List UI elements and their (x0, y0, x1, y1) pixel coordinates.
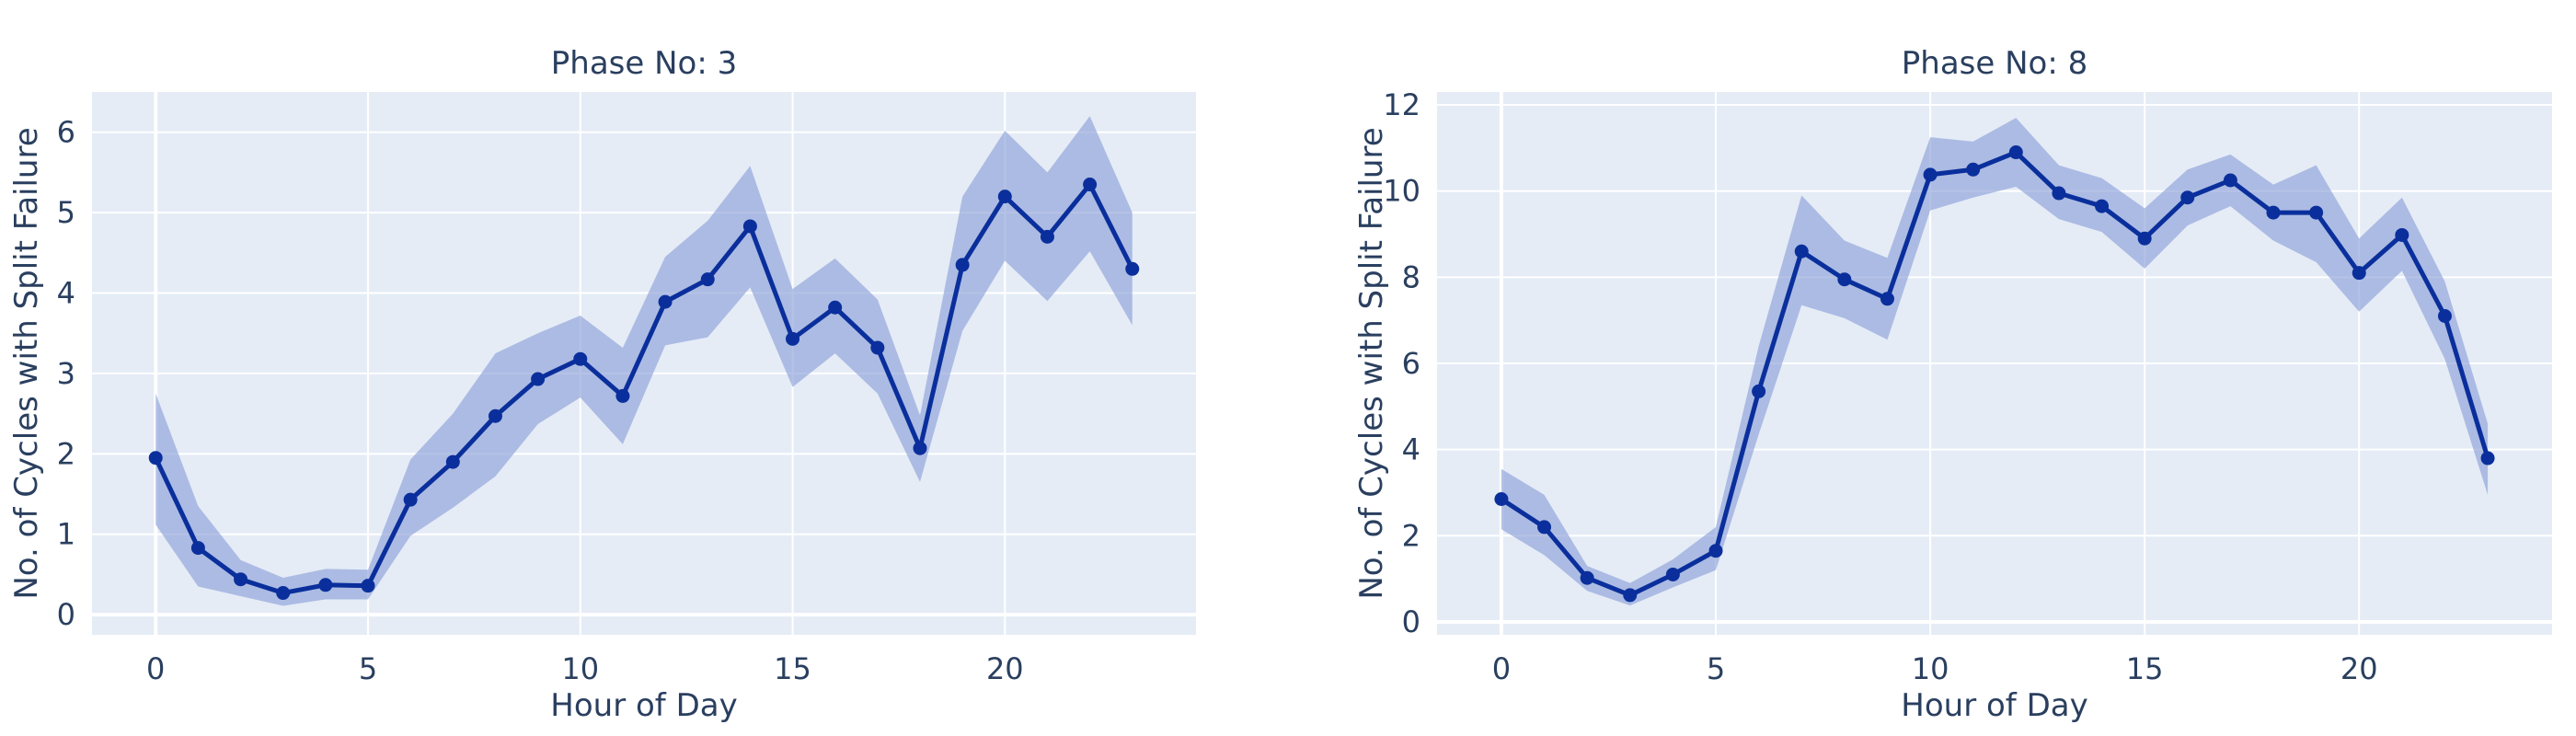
data-point (276, 586, 291, 601)
y-tick-label: 2 (57, 436, 75, 471)
data-point (2095, 199, 2110, 213)
data-point (1708, 544, 1723, 558)
y-axis-title: No. of Cycles with Split Failure (8, 127, 45, 599)
y-tick-label: 3 (57, 356, 75, 391)
series-line (1500, 150, 2490, 598)
x-tick-label: 15 (2126, 651, 2164, 686)
data-point (955, 258, 970, 272)
data-point (658, 294, 673, 309)
data-point (403, 492, 418, 507)
x-tick-label: 5 (1707, 651, 1725, 686)
x-tick-label: 10 (1912, 651, 1949, 686)
y-tick-label: 8 (1402, 259, 1420, 294)
chart-phase-3: 0 5 10 15 20 0 1 2 3 4 5 6 Phase No: 3 Hour of Day No.… (8, 45, 1196, 724)
data-point (700, 272, 715, 287)
data-point (2480, 451, 2495, 466)
data-point (1083, 178, 1098, 192)
data-point (1880, 292, 1894, 306)
y-tick-label: 2 (1402, 518, 1420, 553)
data-point (190, 541, 205, 556)
data-point (573, 351, 588, 366)
data-point (445, 454, 460, 469)
data-point (488, 408, 502, 423)
data-point (1837, 272, 1852, 287)
data-point (2309, 205, 2324, 220)
data-point (742, 219, 757, 234)
y-tick-label: 1 (57, 517, 75, 552)
series-line (153, 182, 1135, 596)
data-point (1040, 229, 1054, 244)
data-point (1665, 567, 1680, 581)
x-axis-title: Hour of Day (550, 687, 737, 724)
y-tick-label: 6 (1402, 346, 1420, 381)
data-point (870, 340, 885, 355)
x-tick-label: 0 (1492, 651, 1511, 686)
data-point (1966, 162, 1981, 177)
x-tick-label: 15 (774, 651, 811, 686)
y-tick-label: 5 (57, 195, 75, 230)
confidence-band (155, 116, 1133, 606)
data-point (2008, 145, 2023, 160)
data-point (2052, 186, 2066, 201)
data-point (997, 190, 1012, 204)
data-point (361, 579, 375, 593)
x-tick-label: 5 (359, 651, 377, 686)
chart-title: Phase No: 3 (551, 45, 737, 82)
data-point (615, 388, 630, 403)
data-point (2437, 308, 2452, 323)
x-tick-label: 20 (986, 651, 1024, 686)
data-point (318, 578, 333, 592)
x-tick-label: 10 (561, 651, 599, 686)
data-point (1794, 244, 1809, 259)
data-point (2137, 231, 2152, 246)
data-point (234, 572, 248, 587)
y-tick-label: 6 (57, 115, 75, 150)
chart-phase-8: 0 5 10 15 20 0 2 4 6 8 10 12 Phase No: 8 Hour of Day N… (1353, 45, 2552, 724)
y-tick-label: 0 (57, 597, 75, 632)
data-point (2223, 173, 2237, 188)
x-tick-label: 0 (146, 651, 165, 686)
chart-title: Phase No: 8 (1902, 45, 2087, 82)
data-point (828, 300, 843, 315)
x-tick-label: 20 (2340, 651, 2378, 686)
data-point (2266, 205, 2281, 220)
data-point (2352, 266, 2366, 281)
x-axis-title: Hour of Day (1901, 687, 2087, 724)
data-point (913, 441, 927, 455)
y-tick-label: 10 (1383, 174, 1420, 209)
y-tick-label: 4 (57, 276, 75, 311)
data-point (1537, 520, 1552, 535)
y-axis-title: No. of Cycles with Split Failure (1353, 127, 1390, 599)
y-tick-label: 12 (1383, 87, 1420, 122)
data-point (2395, 227, 2409, 242)
y-tick-label: 4 (1402, 432, 1420, 467)
data-point (1623, 588, 1638, 603)
data-point (1125, 261, 1140, 276)
data-point (1923, 167, 1938, 182)
data-point (1494, 492, 1509, 506)
data-point (2180, 190, 2195, 205)
data-point (148, 451, 163, 466)
y-tick-label: 0 (1402, 604, 1420, 639)
data-point (1580, 570, 1594, 585)
data-point (531, 372, 546, 386)
data-point (1752, 384, 1766, 398)
data-point (786, 331, 800, 346)
